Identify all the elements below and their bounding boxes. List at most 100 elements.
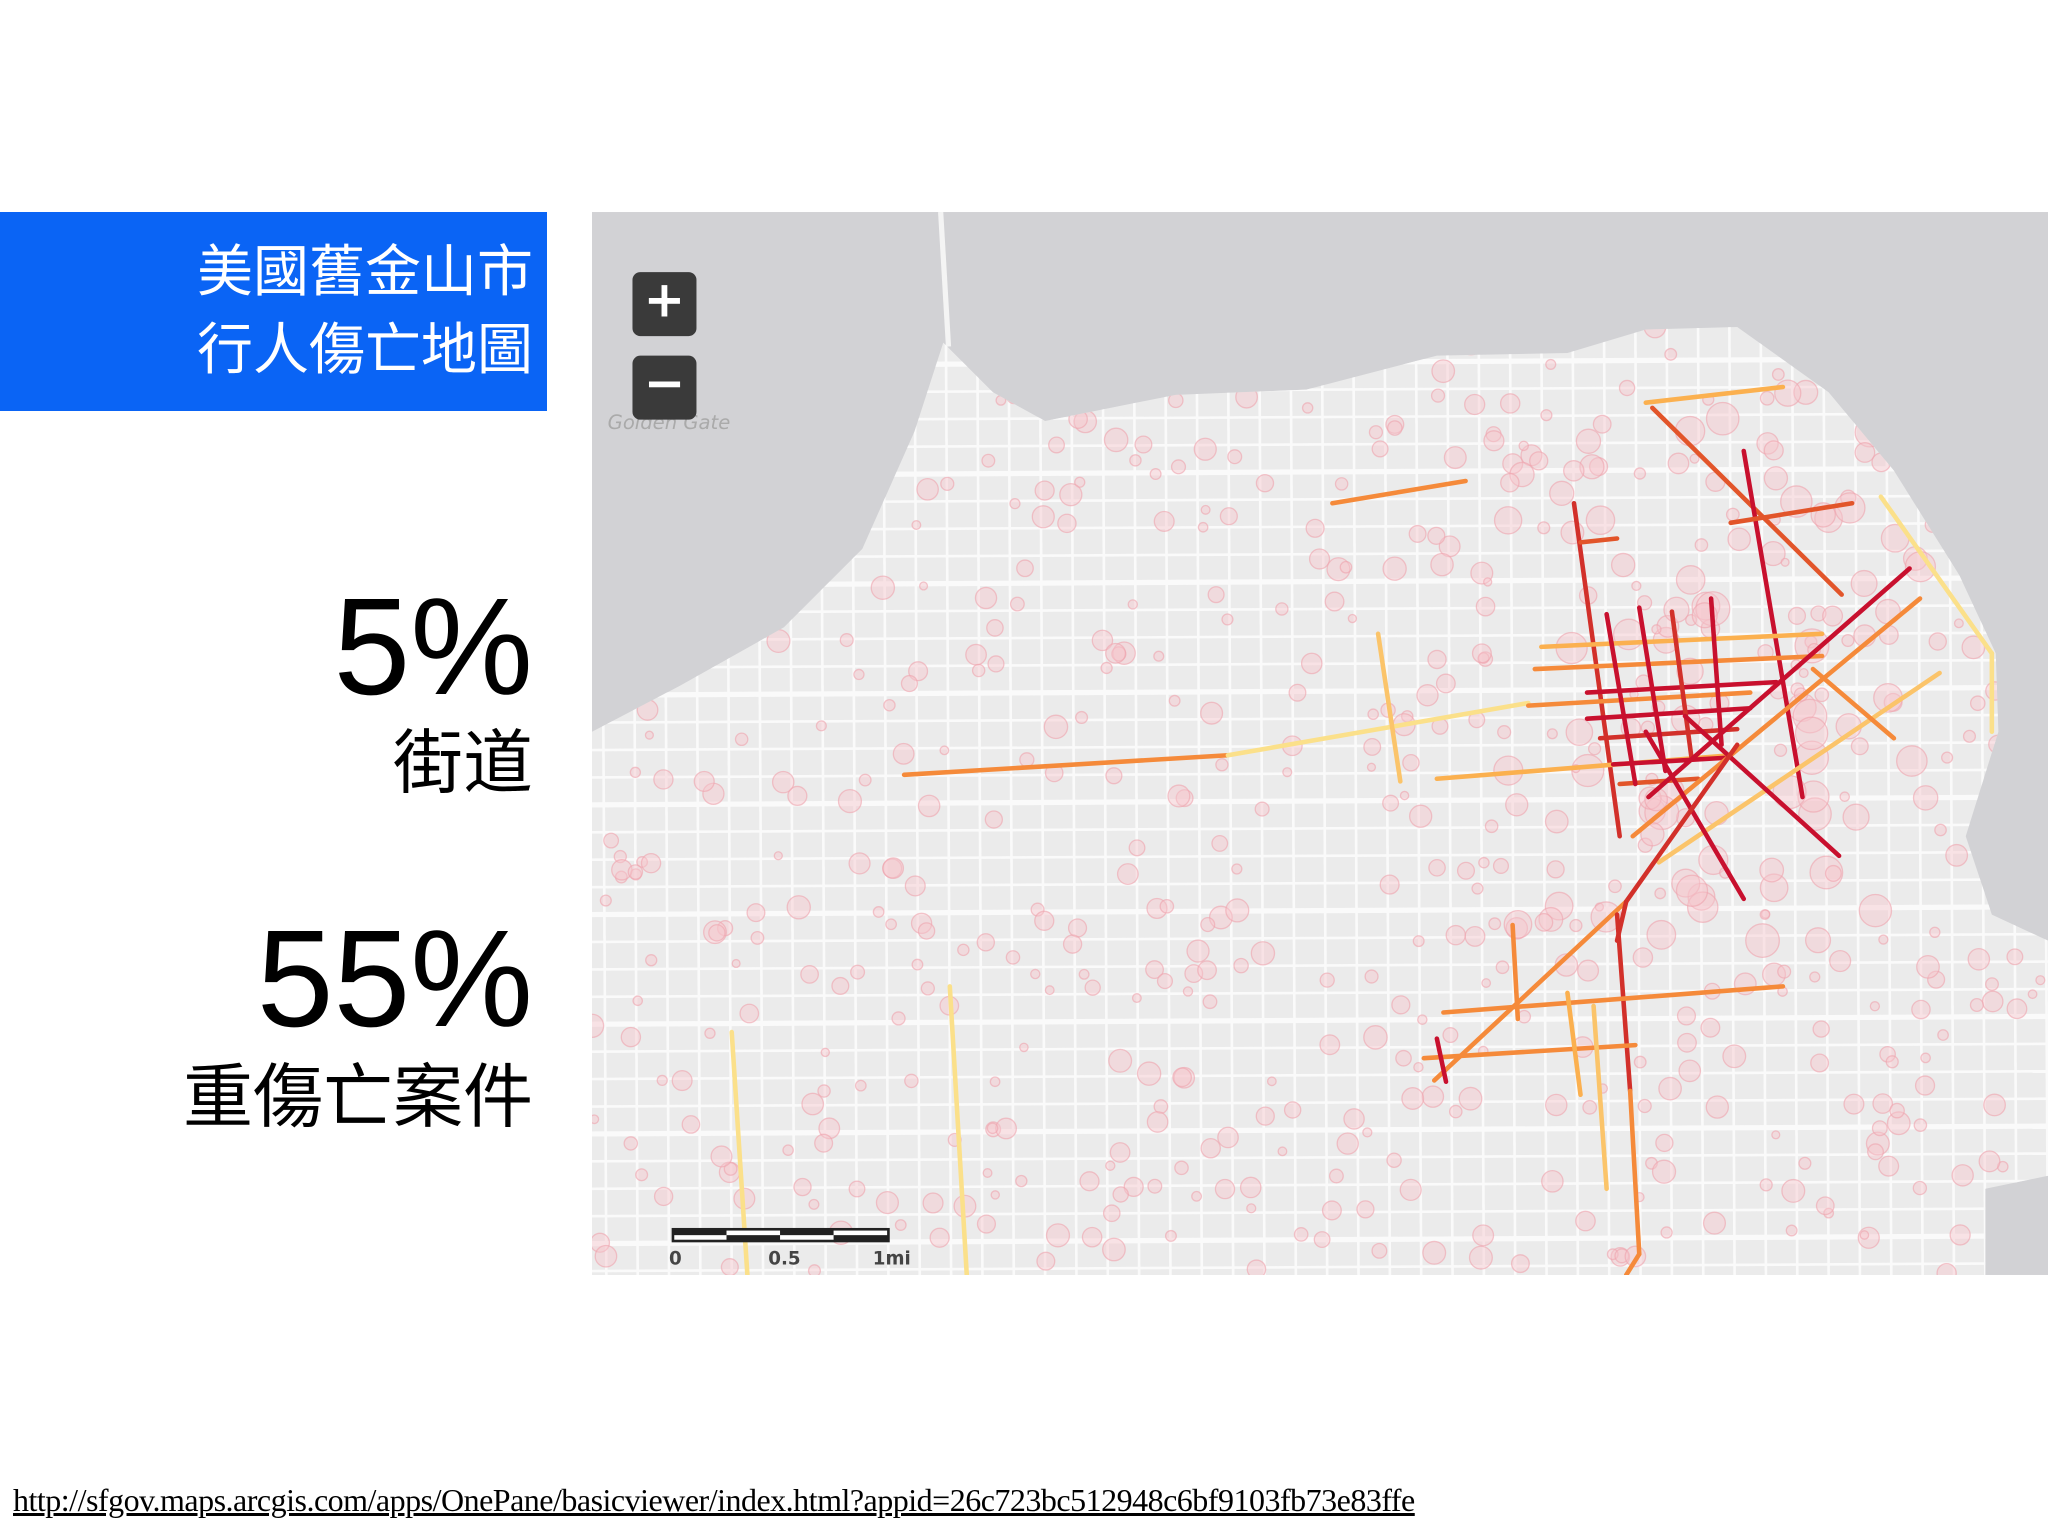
incident-dot bbox=[746, 903, 766, 923]
incident-dot bbox=[1505, 793, 1529, 817]
map[interactable]: Golden Gate + − 0 0.5 1mi bbox=[592, 212, 2048, 1275]
stat-label: 街道 bbox=[393, 722, 533, 804]
street bbox=[1132, 326, 1141, 1275]
incident-dot bbox=[1961, 635, 1986, 660]
street bbox=[1351, 326, 1360, 1275]
incident-dot bbox=[720, 1258, 739, 1275]
street bbox=[1822, 326, 1830, 1275]
incident-dot bbox=[1009, 498, 1021, 510]
zoom-out-button[interactable] bbox=[632, 355, 697, 420]
incident-dot bbox=[1771, 368, 1785, 381]
incident-dot bbox=[1186, 939, 1210, 963]
incident-dot bbox=[1509, 461, 1535, 488]
incident-dot bbox=[653, 769, 674, 790]
zoom-out-label[interactable]: − bbox=[644, 354, 686, 412]
incident-dot bbox=[800, 964, 819, 984]
incident-dot bbox=[1809, 971, 1821, 983]
incident-dot bbox=[1102, 1204, 1121, 1223]
incident-dot bbox=[940, 476, 955, 491]
incident-dot bbox=[1850, 569, 1878, 597]
incident-dot bbox=[1577, 959, 1600, 982]
incident-dot bbox=[1985, 977, 1999, 992]
incident-dot bbox=[656, 1074, 668, 1087]
incident-dot bbox=[1859, 1230, 1870, 1240]
incident-dot bbox=[1435, 673, 1456, 694]
incident-dot bbox=[1408, 804, 1433, 828]
incident-dot bbox=[1499, 393, 1521, 414]
incident-dot bbox=[1759, 909, 1771, 920]
street-line bbox=[1539, 631, 1825, 650]
incident-dot bbox=[1043, 714, 1069, 740]
street bbox=[1884, 326, 1893, 1275]
incident-dot bbox=[918, 581, 929, 591]
incident-dot bbox=[1727, 527, 1751, 552]
incident-dot bbox=[1159, 899, 1175, 914]
incident-dot bbox=[814, 1133, 834, 1153]
street bbox=[1289, 326, 1298, 1275]
incident-dot bbox=[1231, 863, 1243, 875]
incident-dot bbox=[1458, 1086, 1483, 1111]
incident-dot bbox=[1019, 752, 1035, 768]
incident-dot bbox=[611, 859, 633, 881]
incident-dot bbox=[965, 643, 987, 666]
zoom-in-button[interactable] bbox=[632, 272, 697, 337]
incident-dot bbox=[818, 1117, 841, 1140]
incident-dot bbox=[1399, 1178, 1422, 1202]
street-line bbox=[1650, 405, 1844, 597]
street bbox=[592, 1261, 2048, 1273]
incident-dot bbox=[1872, 1093, 1894, 1114]
incident-dot bbox=[1702, 1211, 1727, 1235]
incident-dot bbox=[1488, 917, 1502, 931]
incident-dot bbox=[1078, 968, 1090, 980]
incident-dot bbox=[1347, 613, 1358, 624]
scale-label: 0 bbox=[669, 1249, 682, 1270]
incident-dot bbox=[1215, 758, 1229, 772]
source-link[interactable]: http://sfgov.maps.arcgis.com/apps/OnePan… bbox=[13, 1482, 1415, 1518]
scale-segment bbox=[780, 1229, 834, 1236]
incident-dot bbox=[1834, 492, 1866, 524]
incident-dot bbox=[1967, 947, 1991, 971]
incident-dot bbox=[1608, 879, 1622, 894]
incident-dot bbox=[1146, 897, 1168, 920]
zoom-in-label[interactable]: + bbox=[644, 270, 686, 328]
incident-dot bbox=[645, 954, 658, 967]
street-line bbox=[1525, 690, 1753, 708]
incident-dot bbox=[1537, 521, 1551, 535]
bridge bbox=[938, 212, 952, 347]
incident-dot bbox=[1777, 964, 1792, 979]
incident-dot bbox=[1475, 596, 1496, 617]
incident-dot bbox=[981, 453, 996, 468]
incident-dot bbox=[808, 1198, 820, 1210]
incident-dot bbox=[1153, 650, 1165, 662]
incident-dot bbox=[1879, 1045, 1896, 1063]
incident-dot bbox=[629, 766, 642, 779]
street bbox=[1508, 326, 1517, 1275]
street-line bbox=[1646, 566, 1912, 800]
incident-dot bbox=[1417, 1014, 1428, 1025]
street bbox=[592, 740, 2048, 752]
incident-dot bbox=[787, 785, 808, 807]
incident-dot bbox=[627, 864, 644, 880]
street bbox=[592, 1179, 2048, 1191]
incident-dot bbox=[1575, 1210, 1596, 1232]
incident-dot bbox=[1382, 556, 1407, 581]
incident-dot bbox=[1633, 467, 1647, 480]
incident-dot bbox=[916, 478, 939, 501]
incident-dot bbox=[1109, 1142, 1131, 1163]
incident-dot bbox=[1927, 970, 1946, 989]
street-line bbox=[1630, 596, 1923, 839]
incident-dot bbox=[1164, 1229, 1177, 1242]
incident-dot bbox=[870, 575, 896, 600]
incident-dot bbox=[1871, 1120, 1888, 1137]
incident-dot bbox=[1283, 1101, 1302, 1119]
incident-dot bbox=[1587, 742, 1602, 756]
incident-dot bbox=[1371, 1242, 1388, 1259]
high-injury-streets bbox=[729, 384, 1995, 1275]
incident-dot bbox=[974, 586, 998, 610]
incident-dot bbox=[1225, 898, 1250, 923]
incident-dot bbox=[1725, 507, 1740, 522]
incident-dot bbox=[1878, 1155, 1900, 1177]
incident-dot bbox=[750, 930, 765, 945]
scale-label: 0.5 bbox=[768, 1249, 800, 1270]
incident-dot bbox=[1386, 420, 1403, 436]
